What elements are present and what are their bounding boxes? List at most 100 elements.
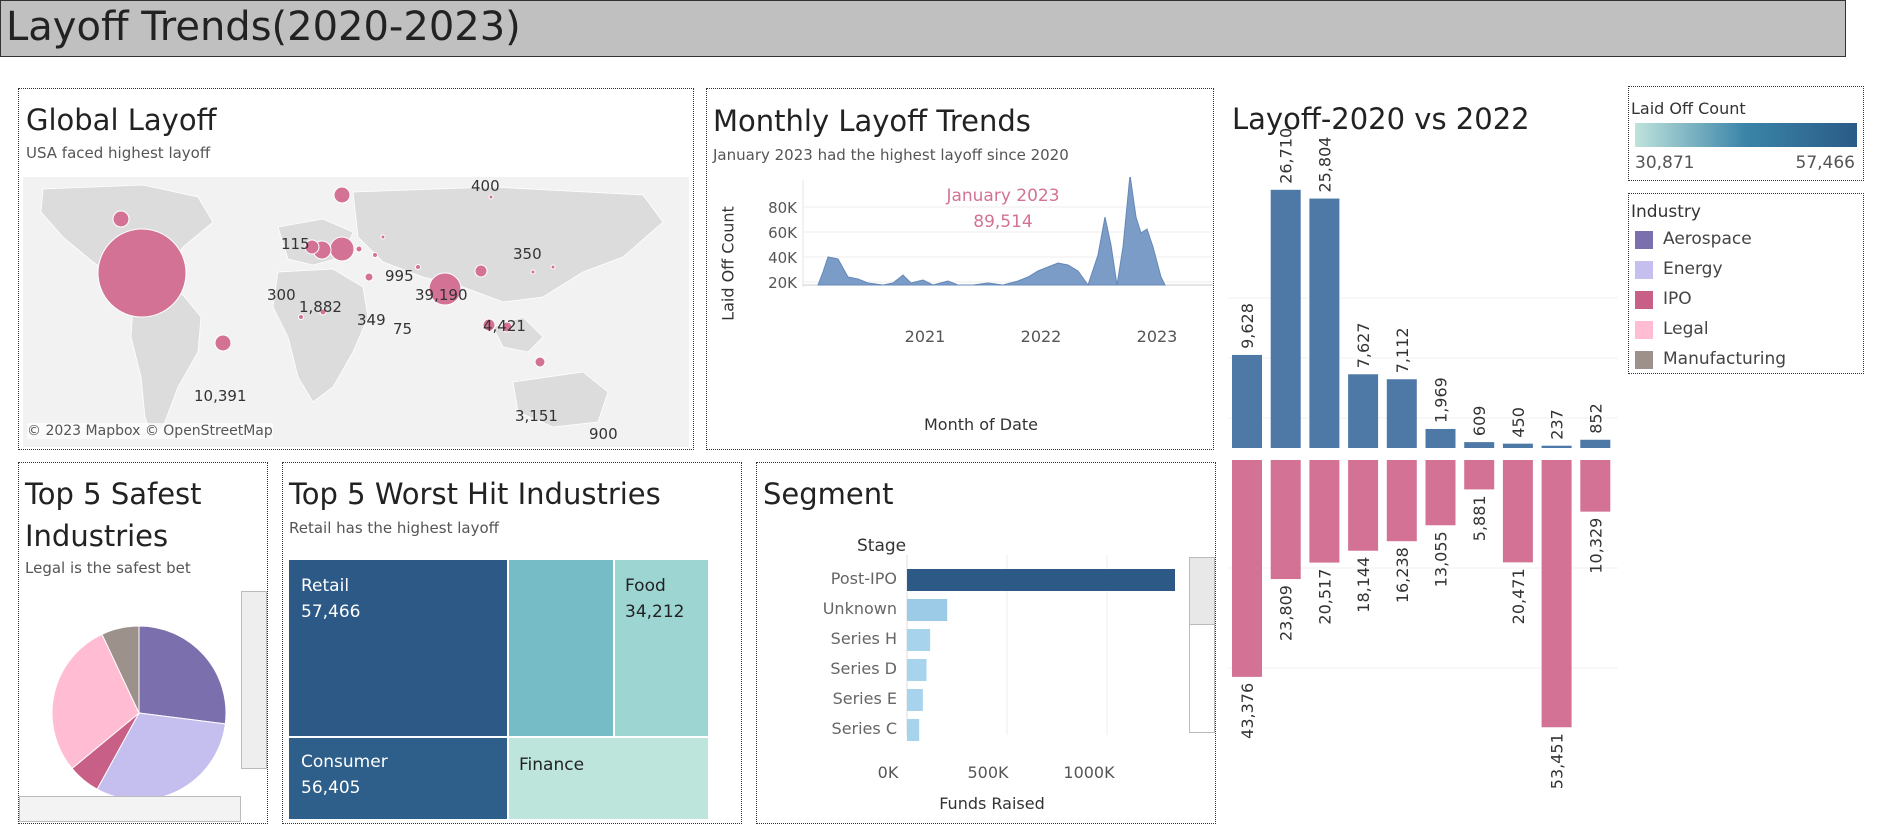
- segment-stage-header: Stage: [857, 536, 907, 556]
- bar-2022[interactable]: [1386, 460, 1417, 542]
- segment-bar[interactable]: [907, 599, 948, 621]
- industry-legend-title: Industry: [1631, 202, 1701, 222]
- compare-panel: Layoff-2020 vs 2022 9,628 26,710 25,804 7,6…: [1228, 88, 1618, 828]
- treemap-food-value: 34,212: [625, 602, 685, 622]
- bar-2022-label: 18,144: [1354, 557, 1373, 613]
- bar-2022[interactable]: [1270, 460, 1301, 580]
- bar-2020-label: 450: [1509, 407, 1528, 438]
- legend-label: Legal: [1663, 319, 1709, 339]
- worst-hit-subtitle: Retail has the highest layoff: [289, 519, 499, 537]
- legend-item-energy[interactable]: Energy: [1629, 258, 1859, 282]
- segment-stage-label: Unknown: [823, 599, 897, 618]
- treemap-finance-label: Finance: [519, 755, 585, 775]
- legend-item-ipo[interactable]: IPO: [1629, 288, 1859, 312]
- vertical-scrollbar[interactable]: [241, 591, 267, 769]
- map-label: 995: [385, 267, 414, 285]
- color-legend-max: 57,466: [1795, 153, 1855, 173]
- bar-2020-label: 9,628: [1238, 303, 1257, 349]
- bar-2020[interactable]: [1386, 379, 1417, 448]
- legend-item-legal[interactable]: Legal: [1629, 318, 1859, 342]
- bar-2020[interactable]: [1464, 442, 1495, 448]
- bar-2020[interactable]: [1270, 189, 1301, 448]
- bar-2022[interactable]: [1502, 460, 1533, 563]
- map-label: 300: [267, 286, 296, 304]
- treemap-retail[interactable]: Retail 57,466: [289, 560, 507, 736]
- legend-label: IPO: [1663, 289, 1692, 309]
- legend-item-manufacturing[interactable]: Manufacturing: [1629, 348, 1859, 372]
- bar-2022[interactable]: [1348, 460, 1379, 551]
- map-label: 1,882: [299, 298, 342, 316]
- segment-bar[interactable]: [907, 629, 931, 651]
- bar-2022[interactable]: [1464, 460, 1495, 490]
- peak-annotation-value: 89,514: [973, 212, 1032, 232]
- global-layoff-title: Global Layoff: [26, 103, 217, 137]
- segment-xtick: 0K: [877, 763, 899, 782]
- bar-2020-label: 237: [1548, 409, 1567, 440]
- bar-2022[interactable]: [1425, 460, 1456, 526]
- bar-2022-label: 10,329: [1586, 518, 1605, 574]
- color-legend-panel: Laid Off Count 30,871 57,466: [1628, 86, 1864, 181]
- map-label: 75: [393, 320, 413, 338]
- bar-2022[interactable]: [1580, 460, 1611, 512]
- treemap-finance[interactable]: Finance: [509, 738, 708, 819]
- bar-2022-label: 53,451: [1548, 733, 1567, 789]
- bar-2020[interactable]: [1348, 374, 1379, 448]
- map-label: 3,151: [515, 407, 558, 425]
- compare-bar-chart[interactable]: 9,628 26,710 25,804 7,627 7,112 1,969 609 450 23…: [1228, 88, 1618, 828]
- legend-swatch: [1635, 321, 1653, 339]
- legend-swatch: [1635, 231, 1653, 249]
- industry-legend-panel: Industry Aerospace Energy IPO Legal Manu…: [1628, 193, 1864, 374]
- pie-slice-manufacturing[interactable]: [101, 625, 140, 714]
- worst-hit-panel: Top 5 Worst Hit Industries Retail has th…: [282, 462, 742, 824]
- bar-2020[interactable]: [1502, 443, 1533, 448]
- map-label: 10,391: [194, 387, 247, 405]
- safest-pie-chart[interactable]: [49, 623, 229, 803]
- map-attribution[interactable]: © 2023 Mapbox © OpenStreetMap: [27, 423, 273, 439]
- segment-xtick: 1000K: [1063, 763, 1115, 782]
- segment-bar[interactable]: [907, 659, 927, 681]
- monthly-xtick: 2021: [905, 327, 946, 346]
- bar-2022[interactable]: [1541, 460, 1572, 728]
- global-layoff-subtitle: USA faced highest layoff: [26, 144, 211, 162]
- monthly-x-axis-label: Month of Date: [924, 415, 1038, 434]
- bar-2020[interactable]: [1580, 439, 1611, 448]
- bar-2020[interactable]: [1541, 445, 1572, 448]
- bar-2020-label: 7,627: [1354, 322, 1373, 368]
- bar-2020-label: 25,804: [1315, 137, 1334, 193]
- treemap-food-label: Food: [625, 576, 666, 596]
- legend-item-aerospace[interactable]: Aerospace: [1629, 228, 1859, 252]
- pie-slice-aerospace[interactable]: [138, 625, 227, 725]
- treemap-consumer[interactable]: Consumer 56,405: [289, 738, 507, 819]
- safest-subtitle: Legal is the safest bet: [25, 559, 191, 577]
- segment-bar[interactable]: [907, 569, 1175, 591]
- bar-2020[interactable]: [1425, 428, 1456, 448]
- segment-bar[interactable]: [907, 719, 920, 741]
- worst-hit-title: Top 5 Worst Hit Industries: [289, 477, 661, 511]
- bar-2022[interactable]: [1232, 460, 1262, 677]
- vertical-scrollbar[interactable]: [1189, 557, 1215, 733]
- horizontal-scrollbar[interactable]: [19, 796, 241, 822]
- treemap-retail-value: 57,466: [301, 602, 361, 622]
- monthly-area-chart[interactable]: 80K 60K 40K 20K 2021 2022 2023 January 2…: [743, 177, 1213, 447]
- bar-2022-label: 43,376: [1238, 683, 1257, 739]
- bar-2020-label: 7,112: [1393, 327, 1412, 373]
- bar-2022-label: 16,238: [1393, 547, 1412, 603]
- bar-2020[interactable]: [1232, 354, 1262, 448]
- treemap-consumer-label: Consumer: [301, 752, 388, 772]
- bar-2022-label: 23,809: [1277, 585, 1296, 641]
- world-map[interactable]: [23, 177, 689, 447]
- segment-bar-chart[interactable]: Post-IPO Unknown Series H Series D Series E S…: [757, 555, 1187, 755]
- segment-bar[interactable]: [907, 689, 923, 711]
- map-label: 115: [281, 235, 310, 253]
- map-label: 400: [471, 177, 500, 195]
- legend-label: Energy: [1663, 259, 1723, 279]
- bar-2020-label: 609: [1470, 406, 1489, 437]
- monthly-ytick: 60K: [768, 224, 798, 242]
- monthly-xtick: 2023: [1137, 327, 1178, 346]
- bar-2020[interactable]: [1309, 198, 1340, 448]
- treemap-segment[interactable]: [509, 560, 613, 736]
- treemap-food[interactable]: Food 34,212: [615, 560, 708, 736]
- bar-2022[interactable]: [1309, 460, 1340, 563]
- treemap-retail-label: Retail: [301, 576, 350, 596]
- monthly-area-series: [817, 177, 1166, 287]
